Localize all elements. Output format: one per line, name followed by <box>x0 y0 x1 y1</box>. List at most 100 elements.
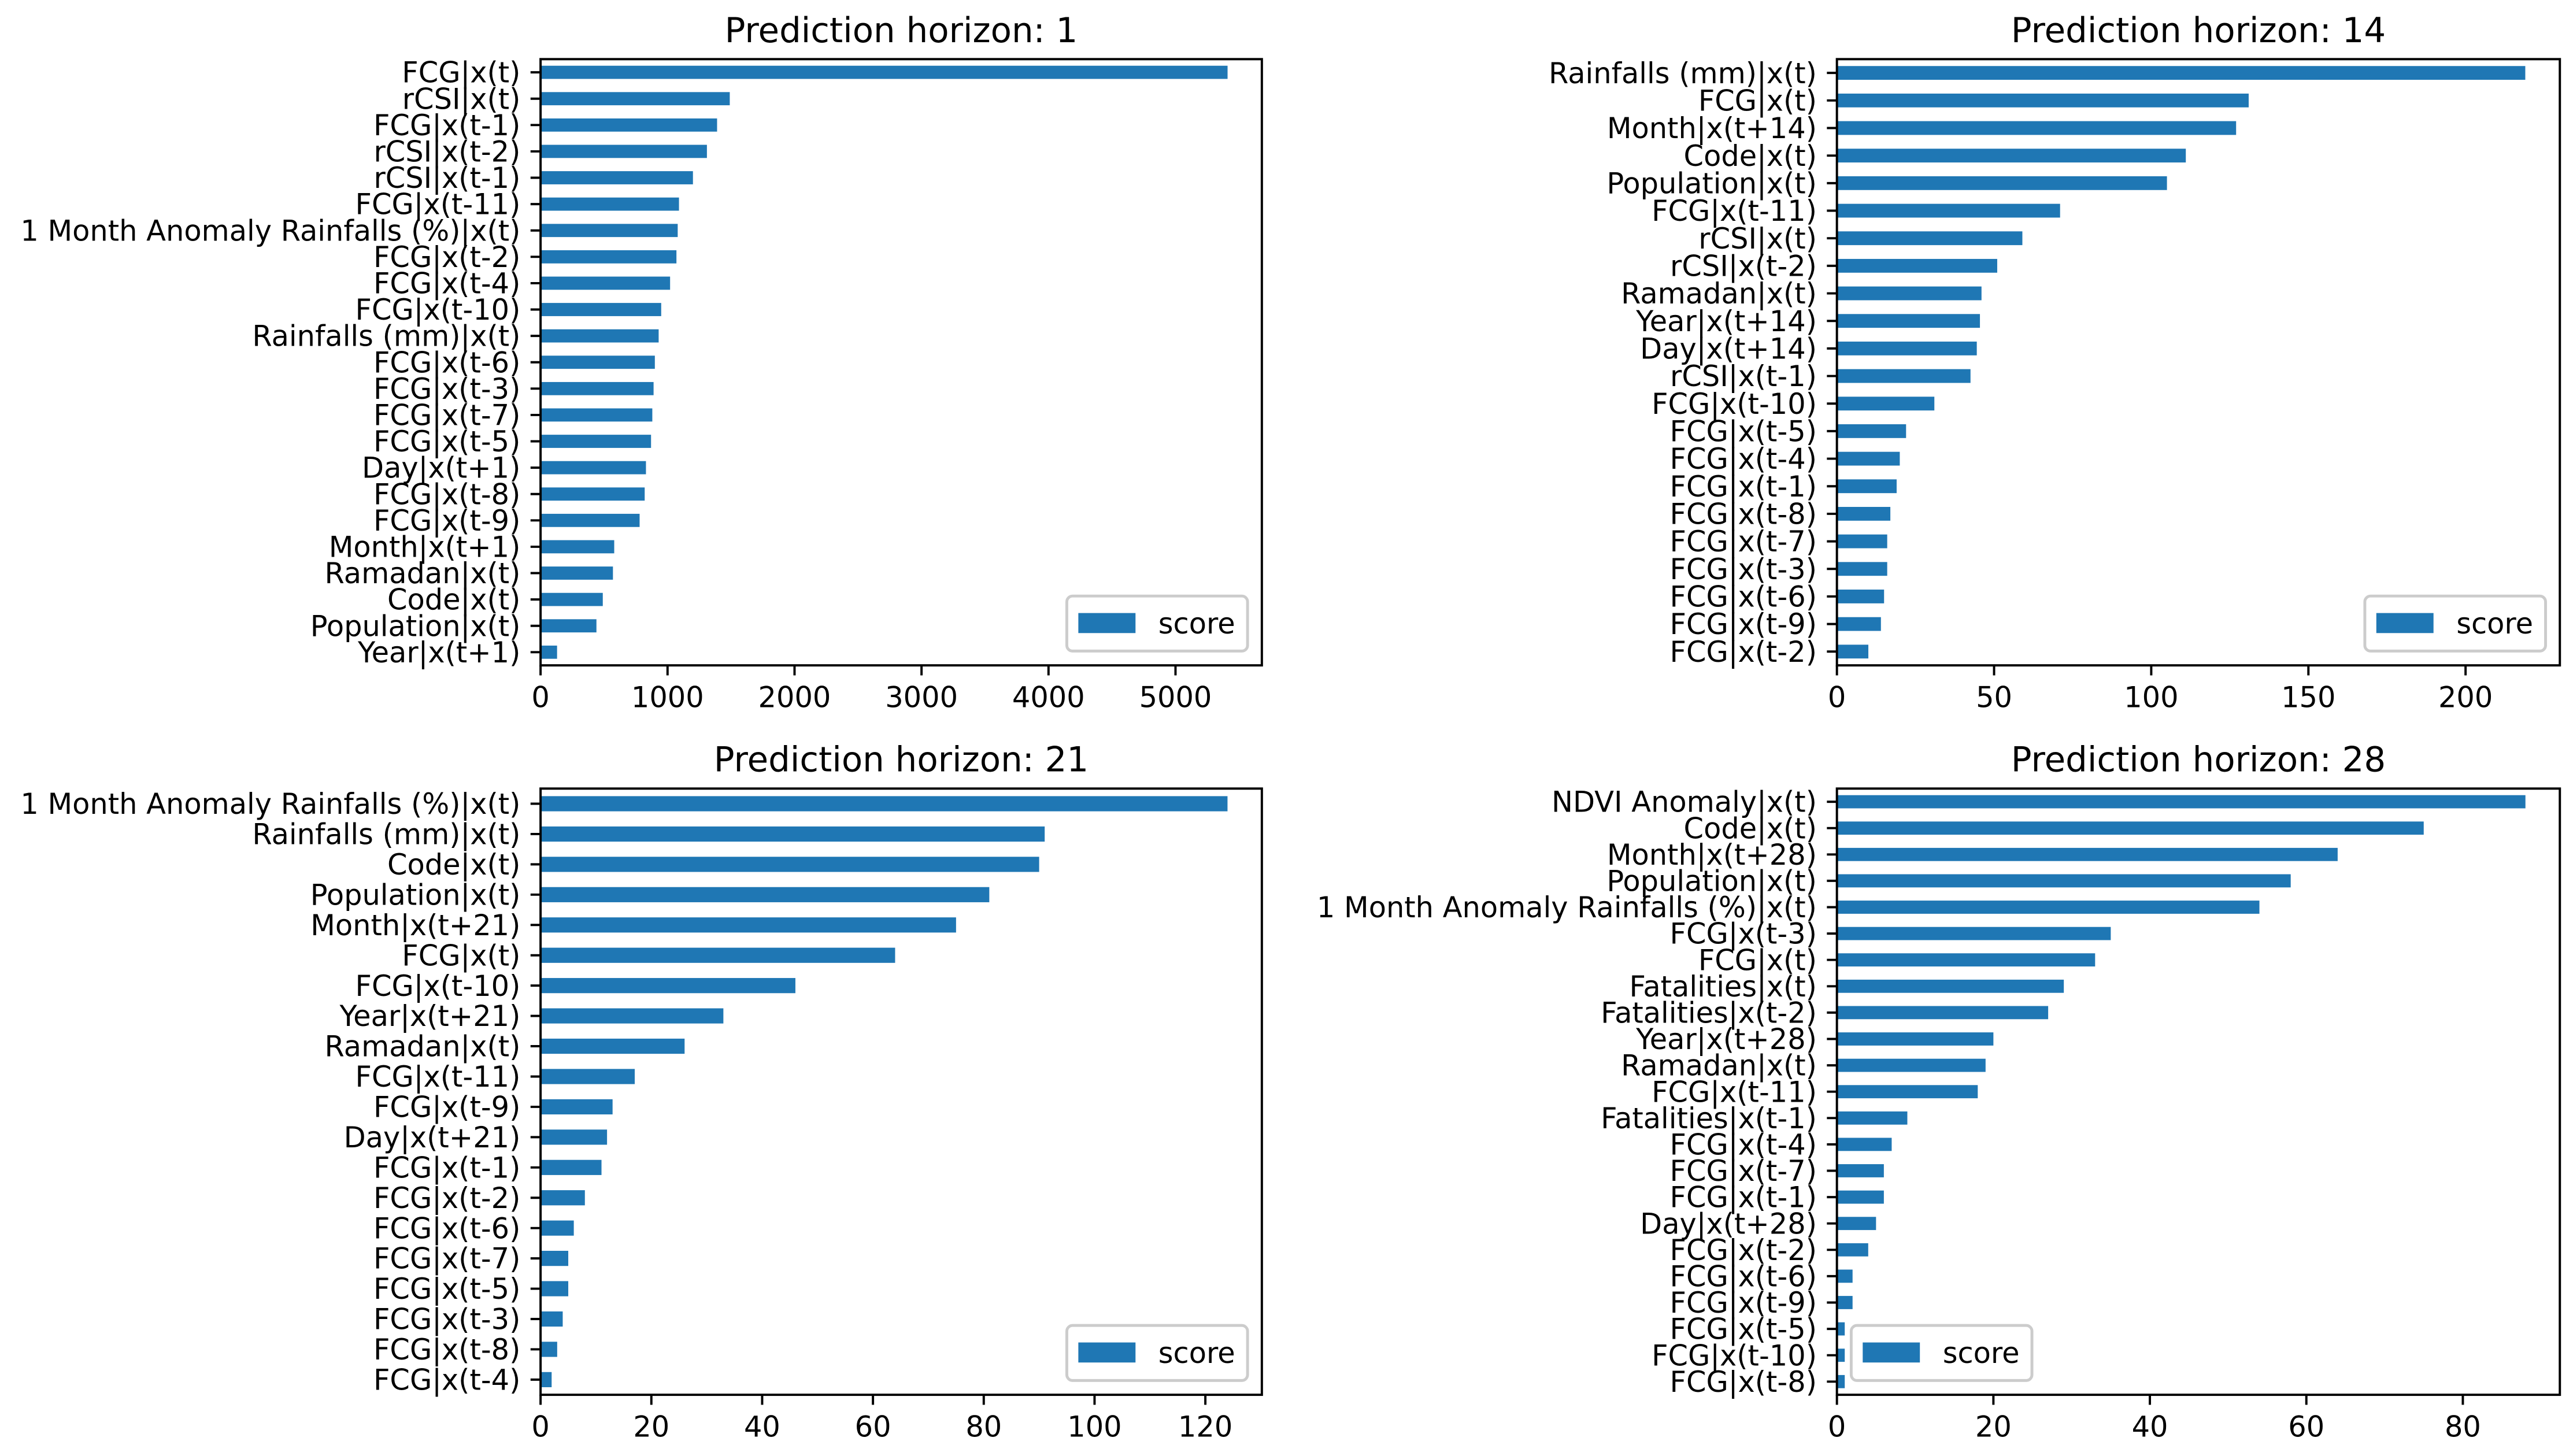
bar-series <box>1837 795 2526 1388</box>
bar <box>540 171 693 184</box>
y-tick-label: rCSI|x(t-1) <box>373 161 520 195</box>
y-tick-label: FCG|x(t-10) <box>1652 387 1817 421</box>
y-tick-label: FCG|x(t-7) <box>373 1242 520 1276</box>
y-tick-label: Code|x(t) <box>387 583 520 617</box>
bar <box>540 1311 563 1327</box>
y-tick-label: FCG|x(t-4) <box>1670 1128 1817 1162</box>
chart-title: Prediction horizon: 21 <box>714 740 1089 780</box>
bar <box>1837 286 1982 301</box>
bar <box>540 1008 724 1024</box>
legend-swatch <box>1863 1342 1920 1363</box>
y-tick-label: rCSI|x(t-1) <box>1670 360 1817 393</box>
bar <box>1837 1269 1853 1283</box>
y-tick-label: FCG|x(t-5) <box>1670 415 1817 449</box>
x-tick-label: 120 <box>1178 1410 1232 1443</box>
bar <box>540 1220 574 1236</box>
y-tick-label: FCG|x(t-7) <box>373 399 520 432</box>
y-tick-label: Day|x(t+28) <box>1640 1207 1817 1240</box>
bar <box>1837 424 1906 438</box>
bar <box>540 276 671 290</box>
y-tick-label: Code|x(t) <box>1684 139 1817 173</box>
legend: score <box>1065 1324 1249 1382</box>
y-tick-label: Year|x(t+14) <box>1635 305 1817 338</box>
y-tick-label: FCG|x(t-8) <box>373 1333 520 1366</box>
y-tick-label: Fatalities|x(t-2) <box>1601 996 1817 1030</box>
legend-swatch <box>1078 1342 1136 1363</box>
y-tick-label: FCG|x(t-1) <box>373 109 520 142</box>
axes-frame <box>539 787 1263 1396</box>
y-tick-label: Year|x(t+1) <box>357 636 520 669</box>
bar <box>1837 314 1980 328</box>
legend-frame <box>1065 1324 1249 1382</box>
legend: score <box>1065 594 1249 653</box>
y-tick-label: FCG|x(t-5) <box>373 1272 520 1306</box>
y-tick-label: Month|x(t+14) <box>1607 112 1817 145</box>
y-tick-label: FCG|x(t-2) <box>1670 1233 1817 1267</box>
chart-title: Prediction horizon: 28 <box>2011 740 2386 780</box>
bar <box>540 566 613 580</box>
legend-swatch <box>2376 613 2434 633</box>
y-tick-label: Year|x(t+28) <box>1635 1022 1817 1056</box>
bar <box>1837 66 2526 80</box>
bar <box>540 224 678 238</box>
x-tick-label: 60 <box>2288 1410 2324 1443</box>
x-tick-label: 0 <box>1828 680 1846 714</box>
y-tick-label: Day|x(t+21) <box>344 1121 521 1154</box>
x-tick-label: 3000 <box>885 680 958 714</box>
bar <box>1837 1085 1978 1099</box>
y-tick-label: FCG|x(t-4) <box>373 267 520 301</box>
bar <box>1837 1164 1884 1177</box>
y-tick-label: rCSI|x(t-2) <box>373 135 520 169</box>
bar <box>1837 979 2064 993</box>
bar <box>540 1099 613 1115</box>
y-tick-label: FCG|x(t-2) <box>373 1181 520 1215</box>
bar <box>1837 149 2186 163</box>
y-tick-label: FCG|x(t) <box>1698 943 1817 977</box>
y-tick-label: Ramadan|x(t) <box>1621 1049 1817 1083</box>
y-tick-label: FCG|x(t-5) <box>1670 1313 1817 1346</box>
bar <box>1837 1375 1845 1388</box>
bar <box>1837 1243 1868 1257</box>
bar <box>1837 1138 1892 1151</box>
x-tick-label: 60 <box>855 1410 891 1443</box>
bar <box>1837 507 1891 521</box>
y-tick-label: FCG|x(t-7) <box>1670 1154 1817 1188</box>
bar <box>540 1342 557 1357</box>
x-tick-label: 40 <box>2132 1410 2168 1443</box>
x-tick-label: 0 <box>531 680 549 714</box>
y-tick-label: FCG|x(t-6) <box>1670 580 1817 614</box>
bar <box>1837 93 2249 108</box>
x-tick-label: 2000 <box>758 680 831 714</box>
y-tick-label: FCG|x(t-8) <box>1670 1365 1817 1399</box>
y-tick-label: FCG|x(t) <box>402 56 520 90</box>
bar <box>540 540 614 554</box>
y-tick-label: Month|x(t+28) <box>1607 838 1817 872</box>
y-tick-label: Rainfalls (mm)|x(t) <box>252 320 520 353</box>
x-tick-label: 200 <box>2438 680 2493 714</box>
bar <box>1837 369 1971 383</box>
bar <box>540 826 1045 842</box>
y-tick-label: 1 Month Anomaly Rainfalls (%)|x(t) <box>20 787 520 821</box>
bar <box>1837 534 1887 549</box>
chart-panel-1: FCG|x(t)rCSI|x(t)FCG|x(t-1)rCSI|x(t-2)rC… <box>20 11 1263 714</box>
legend: score <box>2363 594 2548 653</box>
bar <box>540 645 557 659</box>
bar <box>1837 821 2424 835</box>
bar <box>1837 901 2260 914</box>
bar <box>540 250 677 264</box>
y-tick-label: FCG|x(t-8) <box>373 477 520 511</box>
x-tick-label: 80 <box>965 1410 1002 1443</box>
y-tick-label: Day|x(t+14) <box>1640 332 1817 366</box>
y-tick-label: Ramadan|x(t) <box>325 557 521 590</box>
legend-frame <box>2363 594 2548 653</box>
legend-label: score <box>1158 607 1235 640</box>
bar <box>1837 1296 1853 1309</box>
bar <box>540 619 597 633</box>
legend-label: score <box>2456 607 2533 640</box>
bar <box>1837 562 1887 576</box>
y-tick-label: FCG|x(t-3) <box>373 372 520 406</box>
y-tick-label: Population|x(t) <box>310 878 521 912</box>
bar-series <box>540 796 1228 1387</box>
bar <box>1837 617 1881 631</box>
y-tick-label: FCG|x(t-9) <box>373 1091 520 1124</box>
